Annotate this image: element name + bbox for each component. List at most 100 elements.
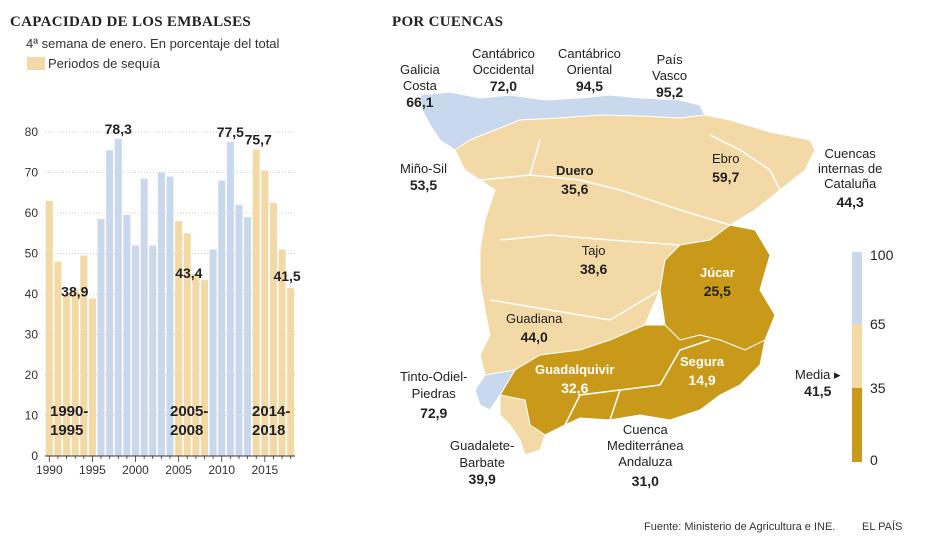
basin-value-tajo: 38,6	[580, 261, 608, 277]
basin-value-jucar: 25,5	[703, 283, 731, 299]
basin-label-cantabrico-or: Cantábrico Oriental 94,5	[558, 46, 621, 94]
x-tick-label: 2010	[208, 463, 235, 477]
basin-name-cantabrico-occ: Cantábrico Occidental	[472, 46, 535, 77]
basin-borders-south	[564, 339, 711, 426]
source-text: Fuente: Ministerio de Agricultura e INE.	[644, 521, 836, 533]
chart-subtitle: 4ª semana de enero. En porcentaje del to…	[26, 36, 280, 51]
x-tick-label: 2000	[122, 463, 149, 477]
bar-1993	[71, 289, 79, 456]
basin-value-segura: 14,9	[688, 372, 716, 388]
drought-label-2005-line1: 2005-	[170, 403, 209, 420]
basin-label-guadalquivir: Guadalquivir 32,6	[535, 361, 614, 397]
basin-name-mino-sil: Miño-Sil	[400, 161, 447, 176]
bar-value-label-1995: 38,9	[61, 283, 88, 299]
bar-value-label-2008: 43,4	[175, 265, 202, 281]
scale-tick-35: 35	[870, 380, 886, 396]
basin-label-galicia: Galicia Costa 66,1	[400, 62, 440, 110]
drought-label-2005: 2005- 2008	[170, 402, 208, 440]
basin-name-segura: Segura	[680, 354, 725, 369]
bar-2009	[209, 249, 217, 456]
basin-label-jucar: Júcar 25,5	[700, 264, 735, 300]
basin-name-guadalete: Guadalete- Barbate	[450, 438, 515, 470]
bar-2015	[261, 170, 269, 456]
drought-label-2005-line2: 2008	[170, 422, 204, 439]
scale-media-arrow-icon: ▸	[834, 367, 841, 382]
basin-label-ebro: Ebro 59,7	[712, 150, 739, 186]
bar-2005	[175, 221, 183, 456]
basin-label-mino-sil: Miño-Sil 53,5	[400, 160, 447, 194]
bar-value-label-2018: 41,5	[273, 268, 300, 284]
basin-label-tajo: Tajo 38,6	[580, 242, 607, 278]
bar-2000	[132, 245, 140, 456]
y-tick-label: 50	[25, 247, 39, 261]
basin-name-guadiana: Guadiana	[506, 311, 563, 326]
basin-value-duero: 35,6	[561, 181, 589, 197]
bar-2016	[269, 202, 277, 456]
y-tick-label: 40	[25, 287, 39, 301]
basin-value-tinto: 72,9	[420, 405, 448, 421]
chart-title: CAPACIDAD DE LOS EMBALSES	[10, 14, 252, 30]
basin-value-ebro: 59,7	[712, 169, 740, 185]
scale-tick-65: 65	[870, 316, 886, 332]
bar-2017	[278, 249, 286, 456]
y-grid: 0 10 20 30 40 50 60 70 80	[25, 125, 295, 463]
basin-label-pais-vasco: País Vasco 95,2	[652, 52, 687, 100]
y-tick-label: 60	[25, 206, 39, 220]
y-tick-label: 20	[25, 368, 39, 382]
bar-2013	[244, 217, 252, 456]
basin-name-pais-vasco: País Vasco	[652, 52, 688, 83]
legend-label-drought: Periodos de sequía	[48, 56, 161, 71]
drought-label-1990-line1: 1990-	[50, 403, 89, 420]
x-tick-label: 2005	[165, 463, 192, 477]
basin-label-segura: Segura 14,9	[680, 353, 724, 389]
basin-name-duero: Duero	[556, 163, 594, 178]
bar-value-label-1998: 78,3	[105, 121, 132, 137]
basin-label-tinto: Tinto-Odiel- Piedras 72,9	[400, 368, 467, 422]
bar-2011	[226, 142, 234, 456]
basin-name-cataluna: Cuencas internas de Cataluña	[818, 146, 883, 191]
basin-map	[419, 91, 816, 456]
bar-2014	[252, 149, 260, 456]
bar-2008	[200, 280, 208, 456]
drought-label-2014-line1: 2014-	[252, 403, 291, 420]
bar-chart: 0 10 20 30 40 50 60 70 80 1990 1995 2000 2005 2010 20…	[25, 121, 301, 477]
basin-value-pais-vasco: 95,2	[655, 84, 684, 100]
basin-value-guadalquivir: 32,6	[561, 380, 589, 396]
y-tick-label: 10	[25, 409, 39, 423]
scale-band-low	[852, 388, 862, 462]
basin-label-guadiana: Guadiana 44,0	[506, 310, 562, 346]
bar-1999	[123, 215, 131, 456]
drought-label-2014-line2: 2018	[252, 422, 286, 439]
bar-2010	[218, 180, 226, 456]
basin-name-tinto: Tinto-Odiel- Piedras	[400, 369, 468, 401]
y-tick-label: 0	[31, 449, 38, 463]
basin-name-guadalquivir: Guadalquivir	[535, 362, 615, 377]
bar-value-labels: 38,9 78,3 43,4 77,5 75,7 41,5	[61, 121, 301, 300]
basin-value-mino-sil: 53,5	[409, 177, 438, 193]
bar-1994	[80, 255, 88, 456]
basin-label-cantabrico-occ: Cantábrico Occidental 72,0	[472, 46, 535, 94]
bar-2006	[183, 233, 191, 456]
y-tick-label: 70	[25, 166, 39, 180]
x-tick-label: 1995	[79, 463, 106, 477]
bar-2004	[166, 176, 174, 457]
x-axis: 1990 1995 2000 2005 2010 2015	[36, 455, 295, 477]
y-tick-label: 30	[25, 328, 39, 342]
basin-value-galicia: 66,1	[406, 94, 434, 110]
scale-media-label: Media ▸	[795, 366, 841, 383]
scale-media: Media ▸ 41,5	[795, 366, 841, 400]
bar-1996	[97, 219, 105, 456]
bar-1998	[114, 138, 122, 456]
legend-swatch-drought	[27, 57, 45, 70]
basin-shape-guadalete	[499, 394, 546, 456]
map-title: POR CUENCAS	[392, 14, 504, 30]
x-tick-label: 1990	[36, 463, 63, 477]
bar-1997	[106, 150, 114, 456]
scale-tick-100: 100	[870, 247, 894, 263]
bar-1991	[54, 261, 62, 456]
basin-value-cantabrico-occ: 72,0	[489, 78, 518, 94]
bar-2003	[157, 172, 165, 456]
basin-name-mediterranea: Cuenca Mediterránea Andaluza	[607, 422, 684, 469]
bar-2002	[149, 245, 157, 456]
scale-band-high	[852, 252, 862, 324]
